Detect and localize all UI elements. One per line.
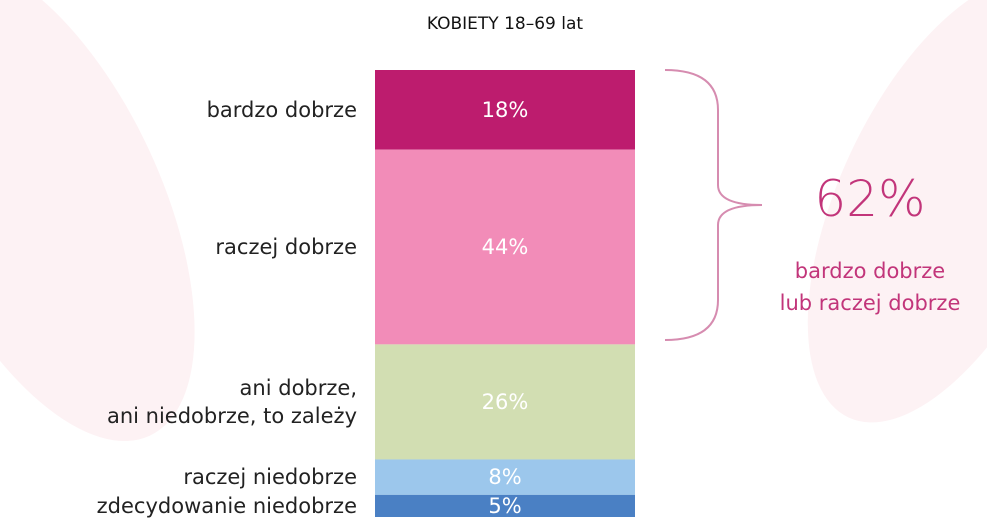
decor: [0, 0, 195, 442]
bar-segment: [375, 344, 635, 460]
category-label: raczej niedobrze: [183, 465, 357, 490]
value-label: 44%: [481, 235, 529, 260]
category-label: zdecydowanie niedobrze: [96, 493, 357, 518]
category-label: raczej dobrze: [215, 235, 357, 260]
category-label: bardzo dobrze: [206, 97, 357, 122]
value-label: 5%: [488, 493, 522, 518]
bar-segment: [375, 459, 635, 495]
value-label: 8%: [488, 465, 522, 490]
bar-segment: [375, 70, 635, 150]
decor: [807, 0, 987, 423]
annotation-label: bardzo dobrze lub raczej dobrze: [779, 259, 961, 315]
bar-segment: [375, 149, 635, 345]
category-label: ani dobrze, ani niedobrze, to zależy: [106, 375, 357, 428]
value-label: 18%: [481, 97, 529, 122]
bar-segment: [375, 494, 635, 517]
brace: [664, 69, 763, 341]
annotation-value: 62%: [814, 170, 926, 228]
chart-title: KOBIETY 18–69 lat: [426, 14, 584, 34]
value-label: 26%: [481, 389, 529, 414]
